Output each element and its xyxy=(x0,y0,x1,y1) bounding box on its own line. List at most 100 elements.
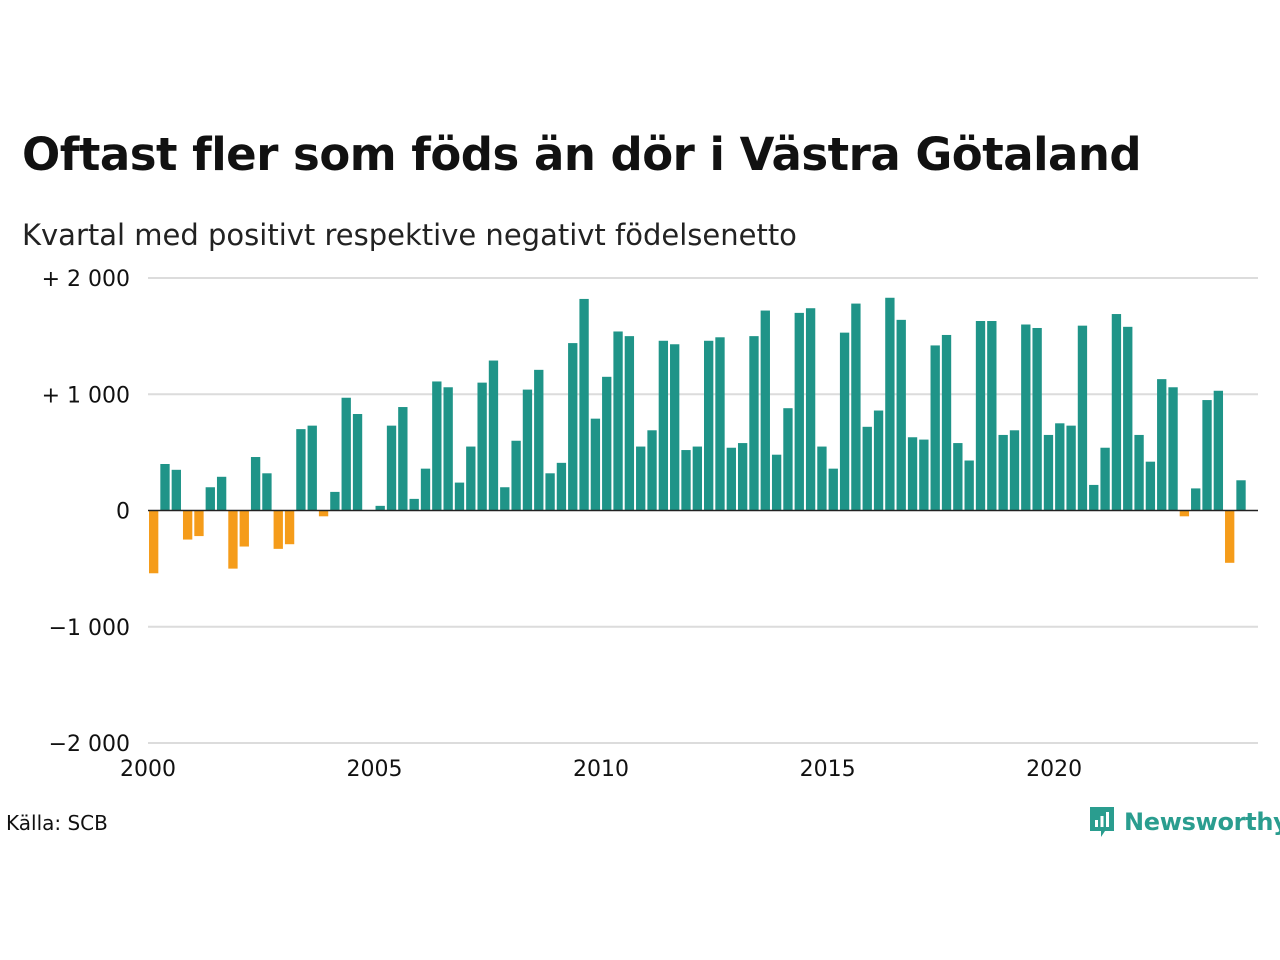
bar xyxy=(1225,510,1235,563)
bar xyxy=(250,457,261,511)
bar xyxy=(760,310,770,511)
bar xyxy=(1077,325,1088,511)
bar xyxy=(432,381,442,511)
bar xyxy=(907,437,918,511)
bar xyxy=(307,425,317,511)
bar xyxy=(975,321,986,511)
bar xyxy=(534,369,544,511)
bar xyxy=(205,487,215,511)
bar xyxy=(919,439,929,511)
y-tick-label: + 1 000 xyxy=(42,383,130,408)
bar xyxy=(1089,484,1099,511)
bar xyxy=(873,410,884,511)
bar xyxy=(987,321,997,511)
bar xyxy=(568,343,578,511)
bar xyxy=(1111,314,1122,511)
bar xyxy=(239,510,249,547)
bar xyxy=(171,469,181,511)
bar xyxy=(794,312,804,511)
bar xyxy=(149,510,159,574)
y-tick-label: −2 000 xyxy=(49,732,130,757)
bar xyxy=(624,336,635,511)
bar xyxy=(737,443,748,511)
chart-subtitle: Kvartal med positivt respektive negativt… xyxy=(22,218,797,252)
bar xyxy=(817,446,827,511)
bar xyxy=(488,360,499,511)
bar xyxy=(500,487,510,511)
bar xyxy=(375,505,385,511)
bar xyxy=(330,491,340,511)
bar xyxy=(1009,430,1020,511)
x-tick-label: 2010 xyxy=(573,757,629,782)
bar xyxy=(658,340,669,511)
bar xyxy=(681,450,691,511)
brand-name: Newsworthy xyxy=(1124,808,1280,836)
x-axis-labels: 2000 2005 2010 2015 2020 xyxy=(120,757,1082,782)
bar xyxy=(783,408,793,511)
x-tick-label: 2005 xyxy=(347,757,403,782)
bar xyxy=(420,468,431,511)
bar xyxy=(477,382,487,511)
bar xyxy=(398,407,408,511)
bar xyxy=(1021,324,1031,511)
bar xyxy=(556,462,567,511)
bar xyxy=(851,303,861,511)
bar xyxy=(715,337,725,511)
bar xyxy=(545,473,555,511)
bar xyxy=(1191,488,1201,511)
bar xyxy=(885,297,895,511)
bar xyxy=(896,319,906,511)
bars xyxy=(149,297,1246,574)
bar xyxy=(964,460,974,511)
bar xyxy=(953,443,963,511)
bar xyxy=(273,510,283,549)
bar xyxy=(443,387,453,511)
bar xyxy=(1134,434,1144,511)
bar xyxy=(828,468,838,511)
y-tick-label: 0 xyxy=(116,500,130,525)
bar xyxy=(341,397,351,511)
bar xyxy=(692,446,702,511)
bar xyxy=(262,473,272,511)
bar xyxy=(726,447,736,511)
bar xyxy=(771,454,782,511)
bar xyxy=(704,340,714,511)
y-tick-label: + 2 000 xyxy=(42,267,130,292)
bar xyxy=(466,446,476,511)
bar xyxy=(749,336,759,511)
bar xyxy=(318,510,329,517)
bar xyxy=(805,308,816,511)
bar xyxy=(1179,510,1190,517)
chart-title: Oftast fler som föds än dör i Västra Göt… xyxy=(22,128,1142,181)
bar xyxy=(1032,327,1042,511)
y-tick-label: −1 000 xyxy=(49,616,130,641)
bar xyxy=(228,510,238,569)
bar xyxy=(1202,400,1212,511)
bar xyxy=(522,389,533,511)
bar xyxy=(511,440,521,511)
bar xyxy=(636,446,646,511)
bar xyxy=(409,498,419,511)
newsworthy-logo[interactable]: Newsworthy xyxy=(1088,804,1280,840)
bar xyxy=(1168,387,1178,511)
bar xyxy=(1145,461,1156,511)
newsworthy-logo-icon xyxy=(1090,807,1114,837)
bar xyxy=(998,434,1008,511)
bar xyxy=(1123,326,1133,511)
bar xyxy=(352,414,363,511)
bar xyxy=(930,345,940,511)
bar xyxy=(1213,390,1224,511)
grid-lines xyxy=(148,277,1258,744)
x-tick-label: 2015 xyxy=(800,757,856,782)
bar xyxy=(454,482,465,511)
x-tick-label: 2020 xyxy=(1026,757,1082,782)
bar xyxy=(182,510,193,540)
y-axis-labels: + 2 000 + 1 000 0 −1 000 −2 000 xyxy=(42,267,130,757)
bar xyxy=(670,344,680,511)
bar xyxy=(1157,379,1167,511)
bar xyxy=(1100,447,1110,511)
bar xyxy=(602,376,612,511)
bar xyxy=(160,464,170,511)
bar xyxy=(1043,434,1054,511)
bar xyxy=(647,430,657,511)
